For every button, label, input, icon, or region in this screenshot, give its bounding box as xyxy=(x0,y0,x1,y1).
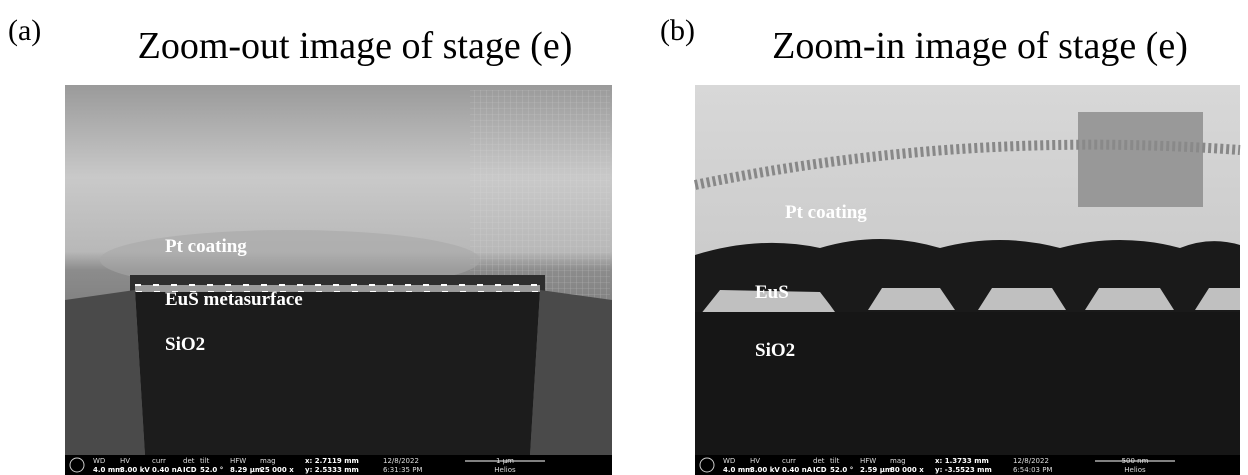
info-value: 25 000 x xyxy=(260,466,294,474)
info-value: 80 000 x xyxy=(890,466,924,474)
timestamp: 12/8/2022 xyxy=(383,457,419,465)
figure: (a) Zoom-out image of stage (e) Pt coating… xyxy=(0,0,1248,475)
panel-title: Zoom-out image of stage (e) xyxy=(138,25,573,67)
stage-position: x: 2.7119 mm xyxy=(305,457,359,465)
stage-position: y: 2.5333 mm xyxy=(305,466,359,474)
info-value: 3.00 kV xyxy=(120,466,150,474)
info-name: tilt xyxy=(200,457,210,465)
scale-label: 500 nm xyxy=(1122,457,1149,465)
sem-image-a xyxy=(65,85,612,455)
info-name: WD xyxy=(93,457,105,465)
sem-image-b xyxy=(695,85,1240,455)
annotation: Pt coating xyxy=(165,236,247,257)
info-value: 2.59 µm xyxy=(860,466,892,474)
instrument: Helios xyxy=(1124,466,1146,474)
info-value: 3.00 kV xyxy=(750,466,780,474)
info-name: tilt xyxy=(830,457,840,465)
info-name: HFW xyxy=(230,457,246,465)
info-name: HV xyxy=(750,457,760,465)
timestamp: 6:31:35 PM xyxy=(383,466,422,474)
info-value: 52.0 ° xyxy=(830,466,853,474)
info-value: ICD xyxy=(813,466,827,474)
panel-title: Zoom-in image of stage (e) xyxy=(772,25,1188,67)
annotation: SiO2 xyxy=(755,340,795,361)
timestamp: 12/8/2022 xyxy=(1013,457,1049,465)
info-name: det xyxy=(183,457,195,465)
info-value: ICD xyxy=(183,466,197,474)
info-name: curr xyxy=(782,457,796,465)
info-value: 8.29 µm xyxy=(230,466,262,474)
panel-label: (b) xyxy=(660,14,695,47)
info-value: 0.40 nA xyxy=(152,466,183,474)
info-value: 52.0 ° xyxy=(200,466,223,474)
info-name: HFW xyxy=(860,457,876,465)
scale-label: 1 µm xyxy=(496,457,514,465)
info-name: mag xyxy=(890,457,906,465)
panel-label: (a) xyxy=(8,14,41,47)
annotation: EuS metasurface xyxy=(165,289,303,310)
instrument: Helios xyxy=(494,466,516,474)
stage-position: y: -3.5523 mm xyxy=(935,466,992,474)
info-name: HV xyxy=(120,457,130,465)
info-value: 4.0 mm xyxy=(93,466,122,474)
annotation: SiO2 xyxy=(165,334,205,355)
info-name: WD xyxy=(723,457,735,465)
info-name: curr xyxy=(152,457,166,465)
info-value: 4.0 mm xyxy=(723,466,752,474)
annotation: Pt coating xyxy=(785,202,867,223)
annotation: EuS xyxy=(755,282,789,303)
timestamp: 6:54:03 PM xyxy=(1013,466,1052,474)
info-name: mag xyxy=(260,457,276,465)
info-name: det xyxy=(813,457,825,465)
info-value: 0.40 nA xyxy=(782,466,813,474)
stage-position: x: 1.3733 mm xyxy=(935,457,989,465)
